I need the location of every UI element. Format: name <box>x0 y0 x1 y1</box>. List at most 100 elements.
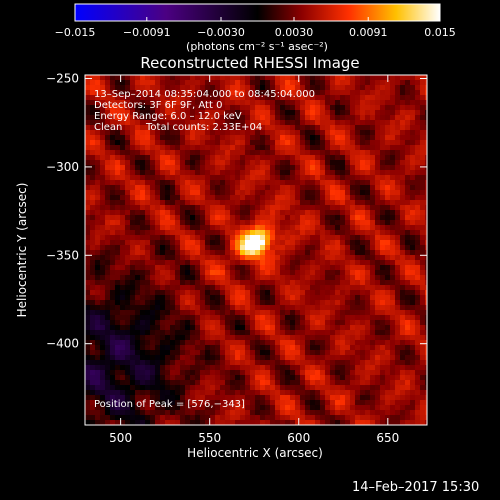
heatmap-cell <box>315 175 320 180</box>
heatmap-cell <box>340 395 345 400</box>
heatmap-cell <box>180 220 185 225</box>
heatmap-cell <box>405 180 410 185</box>
heatmap-cell <box>365 235 370 240</box>
heatmap-cell <box>335 400 340 405</box>
heatmap-cell <box>190 405 195 410</box>
heatmap-cell <box>420 130 425 135</box>
heatmap-cell <box>245 405 250 410</box>
heatmap-cell <box>285 195 290 200</box>
heatmap-cell <box>155 85 160 90</box>
heatmap-cell <box>205 335 210 340</box>
heatmap-cell <box>105 185 110 190</box>
heatmap-cell <box>105 190 110 195</box>
heatmap-cell <box>400 125 405 130</box>
heatmap-cell <box>270 155 275 160</box>
heatmap-cell <box>410 225 415 230</box>
heatmap-cell <box>365 85 370 90</box>
heatmap-cell <box>340 225 345 230</box>
heatmap-cell <box>90 120 95 125</box>
heatmap-cell <box>280 320 285 325</box>
heatmap-cell <box>365 240 370 245</box>
heatmap-cell <box>155 335 160 340</box>
heatmap-cell <box>350 405 355 410</box>
heatmap-cell <box>365 110 370 115</box>
heatmap-cell <box>390 300 395 305</box>
heatmap-cell <box>400 235 405 240</box>
heatmap-cell <box>185 385 190 390</box>
heatmap-cell <box>385 280 390 285</box>
heatmap-cell <box>355 275 360 280</box>
heatmap-cell <box>210 200 215 205</box>
heatmap-cell <box>215 90 220 95</box>
heatmap-cell <box>425 115 427 120</box>
heatmap-cell <box>320 110 325 115</box>
heatmap-cell <box>125 180 130 185</box>
heatmap-cell <box>390 275 395 280</box>
heatmap-cell <box>190 165 195 170</box>
heatmap-cell <box>335 245 340 250</box>
heatmap-cell <box>145 260 150 265</box>
heatmap-cell <box>90 325 95 330</box>
heatmap-cell <box>130 355 135 360</box>
heatmap-cell <box>235 395 240 400</box>
heatmap-cell <box>200 390 205 395</box>
heatmap-cell <box>190 105 195 110</box>
heatmap-cell <box>255 160 260 165</box>
heatmap-cell <box>415 365 420 370</box>
heatmap-cell <box>240 305 245 310</box>
heatmap-cell <box>305 370 310 375</box>
heatmap-cell <box>210 340 215 345</box>
heatmap-cell <box>300 185 305 190</box>
heatmap-cell <box>410 350 415 355</box>
heatmap-cell <box>300 235 305 240</box>
heatmap-cell <box>100 115 105 120</box>
heatmap-cell <box>300 255 305 260</box>
heatmap-cell <box>350 205 355 210</box>
heatmap-cell <box>220 85 225 90</box>
heatmap-cell <box>360 320 365 325</box>
heatmap-cell <box>255 365 260 370</box>
heatmap-cell <box>260 150 265 155</box>
heatmap-cell <box>415 315 420 320</box>
heatmap-cell <box>150 370 155 375</box>
heatmap-cell <box>205 185 210 190</box>
heatmap-cell <box>395 215 400 220</box>
heatmap-cell <box>150 85 155 90</box>
heatmap-cell <box>85 330 90 335</box>
heatmap-cell <box>250 230 255 235</box>
heatmap-cell <box>110 215 115 220</box>
heatmap-cell <box>365 185 370 190</box>
heatmap-cell <box>95 385 100 390</box>
heatmap-cell <box>270 210 275 215</box>
heatmap-cell <box>150 205 155 210</box>
heatmap-cell <box>300 75 305 80</box>
heatmap-cell <box>150 110 155 115</box>
heatmap-cell <box>145 160 150 165</box>
heatmap-cell <box>160 75 165 80</box>
heatmap-cell <box>115 115 120 120</box>
heatmap-cells <box>85 75 427 425</box>
heatmap-cell <box>240 150 245 155</box>
heatmap-cell <box>140 300 145 305</box>
heatmap-cell <box>370 105 375 110</box>
heatmap-cell <box>170 365 175 370</box>
heatmap-cell <box>320 215 325 220</box>
heatmap-cell <box>180 170 185 175</box>
heatmap-cell <box>380 235 385 240</box>
heatmap-cell <box>85 145 90 150</box>
heatmap-cell <box>325 145 330 150</box>
heatmap-cell <box>200 85 205 90</box>
heatmap-cell <box>90 255 95 260</box>
heatmap-cell <box>300 140 305 145</box>
heatmap-cell <box>250 255 255 260</box>
heatmap-cell <box>265 390 270 395</box>
heatmap-cell <box>425 330 427 335</box>
heatmap-cell <box>165 380 170 385</box>
heatmap-cell <box>155 390 160 395</box>
colorbar <box>74 3 441 22</box>
heatmap-cell <box>380 355 385 360</box>
heatmap-cell <box>290 400 295 405</box>
heatmap-cell <box>160 320 165 325</box>
heatmap-cell <box>345 405 350 410</box>
heatmap-cell <box>220 90 225 95</box>
